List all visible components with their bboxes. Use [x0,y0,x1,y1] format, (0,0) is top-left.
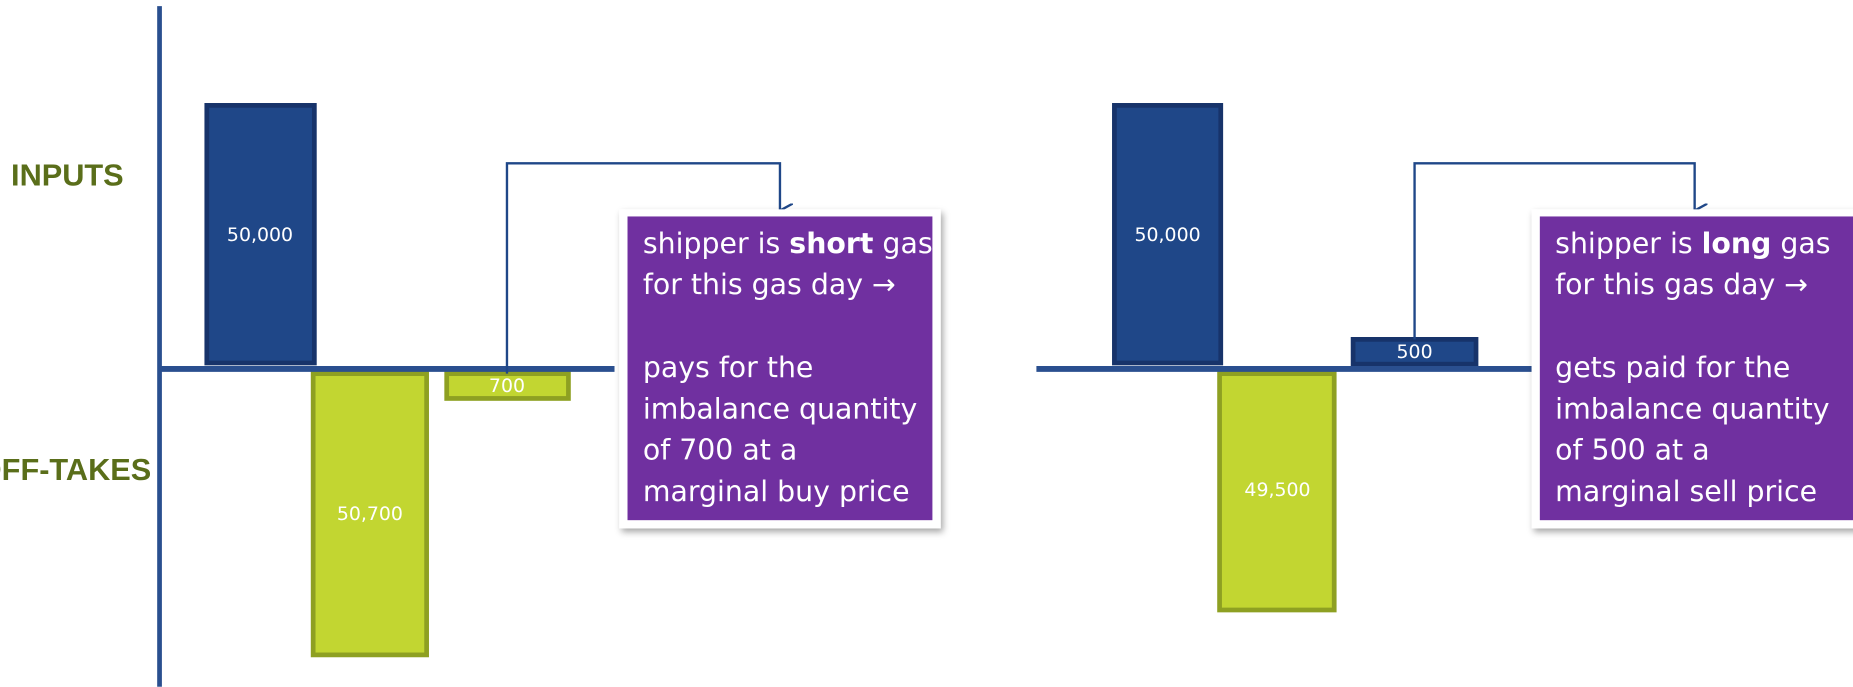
callout-text-part: gas [873,227,932,260]
bar-value: 500 [1397,341,1433,363]
inputs-bar [204,103,317,366]
callout-text-part: short [789,227,873,260]
bar-value: 50,000 [1135,224,1201,246]
offtakes-bar [1217,371,1337,613]
callout-text: shipper is long gas [1555,227,1830,260]
bar-value: 50,700 [337,503,403,525]
callout-text: for this gas day → [1555,268,1808,301]
inputs-bar [1112,103,1224,366]
callout-text: of 500 at a [1555,434,1709,467]
connector-arrow [505,162,780,374]
callout-text: marginal buy price [643,475,910,508]
callout-text-part: shipper is [643,227,789,260]
callout-box [627,216,933,521]
callout-text: for this gas day → [643,268,896,301]
callout-text: imbalance quantity [1555,392,1829,425]
callout-text: shipper is short gas [643,227,933,260]
callout-text: of 700 at a [643,434,797,467]
callout-text-part: shipper is [1555,227,1701,260]
bar-value: 50,000 [227,224,293,246]
callout-text-part: long [1702,227,1772,260]
inputs-label: INPUTS [11,158,124,193]
bar-value: 49,500 [1244,479,1310,501]
offtakes-bar [310,371,429,658]
callout-box [1539,216,1853,521]
connector-arrow [1413,162,1695,340]
imbalance-bar [1350,337,1479,367]
callout-text: pays for the [643,351,814,384]
callout-text-part: gas [1771,227,1830,260]
callout-text: imbalance quantity [643,392,917,425]
callout-text: gets paid for the [1555,351,1790,384]
offtakes-label: OFF-TAKES [0,452,151,487]
callout-text: marginal sell price [1555,475,1817,508]
bar-value: 700 [489,375,525,397]
